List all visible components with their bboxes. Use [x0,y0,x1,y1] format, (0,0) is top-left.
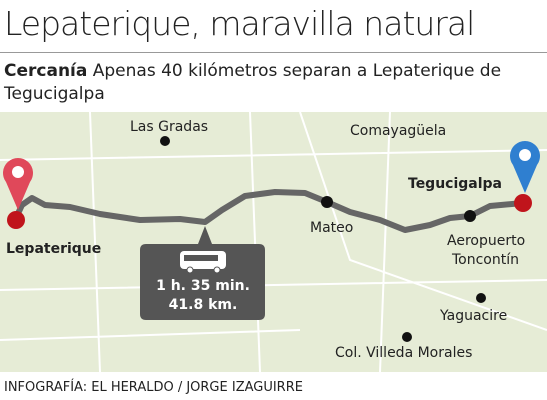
streets [0,111,547,373]
dot [464,210,476,222]
pin-hole [519,149,531,161]
origin-dot [7,211,25,229]
destination-dot [514,194,532,212]
trip-duration: 1 h. 35 min. [156,278,250,294]
place-label: Yaguacire [439,308,507,324]
place-label: Comayagüela [350,123,446,139]
destination-pin [510,141,541,193]
trip-box [140,226,265,320]
dot [321,196,333,208]
trip-distance: 41.8 km. [169,297,238,313]
title: Lepaterique, maravilla natural [4,4,475,43]
place-label: Mateo [310,220,353,236]
destination-label: Tegucigalpa [408,176,502,192]
place-label: Aeropuerto [447,233,525,249]
rule [0,52,547,53]
dot [476,293,486,303]
route [12,189,524,233]
credit: INFOGRAFÍA: EL HERALDO / JORGE IZAGUIRRE [4,380,303,395]
place-label: Toncontín [451,252,519,268]
bus-icon [180,251,226,274]
place-label: Col. Villeda Morales [335,345,472,361]
subtitle: Cercanía Apenas 40 kilómetros separan a … [4,60,524,106]
pin-hole [12,166,24,178]
dot [402,332,412,342]
origin-pin [2,158,34,210]
origin-label: Lepaterique [6,241,101,257]
place-label: Las Gradas [130,119,208,135]
subtitle-text: Apenas 40 kilómetros separan a Lepateriq… [4,61,502,104]
lead: Cercanía [4,61,88,81]
dots [160,136,486,342]
dot [160,136,170,146]
